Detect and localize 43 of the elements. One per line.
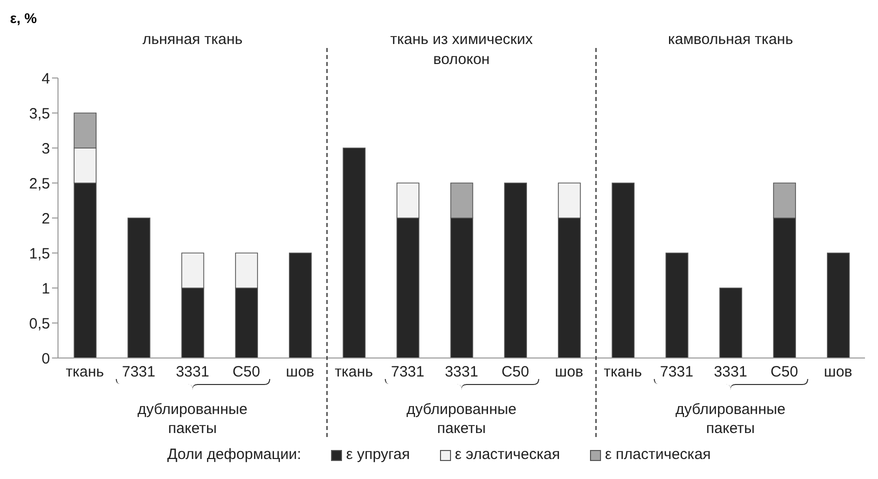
text: льняная ткань [141,30,244,50]
bar [504,182,527,358]
x-tick-label: 7331 [660,364,694,381]
x-tick-label: шов [824,364,852,381]
x-tick-label: 3331 [714,364,748,381]
x-tick-label: ткань [604,364,642,381]
y-tick-label: 1 [42,280,50,298]
y-tick-label: 0,5 [29,315,50,332]
legend-label: ε упругая [346,446,410,464]
x-tick-label: 3331 [444,364,478,381]
x-tick-label: 3331 [176,364,210,381]
x-tick-label: 7331 [122,364,156,381]
text: камвольная ткань [666,30,794,50]
x-tick-label: ткань [66,364,104,381]
x-tick-label: шов [286,364,314,381]
y-tick-label: 1,5 [29,245,50,262]
bar [666,252,688,358]
legend-label: ε пластическая [604,446,711,464]
y-tick-label: 2,5 [29,175,50,192]
x-tick-label: С50 [232,364,260,381]
x-tick-label: 7331 [391,364,424,381]
text: ткань из химических волокон [389,30,534,70]
x-tick-label: С50 [502,364,530,381]
text: дублированные пакеты [674,400,786,438]
bar [342,148,366,358]
y-tick-label: 2 [42,210,50,228]
x-tick-label: ткань [334,364,374,381]
x-tick-label: С50 [770,364,798,381]
y-tick-label: 3,5 [29,105,50,122]
y-tick-label: 0 [42,350,50,368]
bar [128,218,150,358]
bar [719,288,742,358]
y-tick-label: 4 [42,70,50,88]
bar [612,182,635,358]
y-axis-title: ε, % [10,10,37,26]
x-tick-label: шов [554,364,584,381]
text: дублированные пакеты [136,400,248,438]
bar [288,252,312,358]
bar [826,252,850,358]
legend-title: Доли деформации: [167,446,302,464]
y-tick-label: 3 [42,140,50,158]
legend-label: ε эластическая [454,446,560,464]
text: дублированные пакеты [406,400,518,438]
